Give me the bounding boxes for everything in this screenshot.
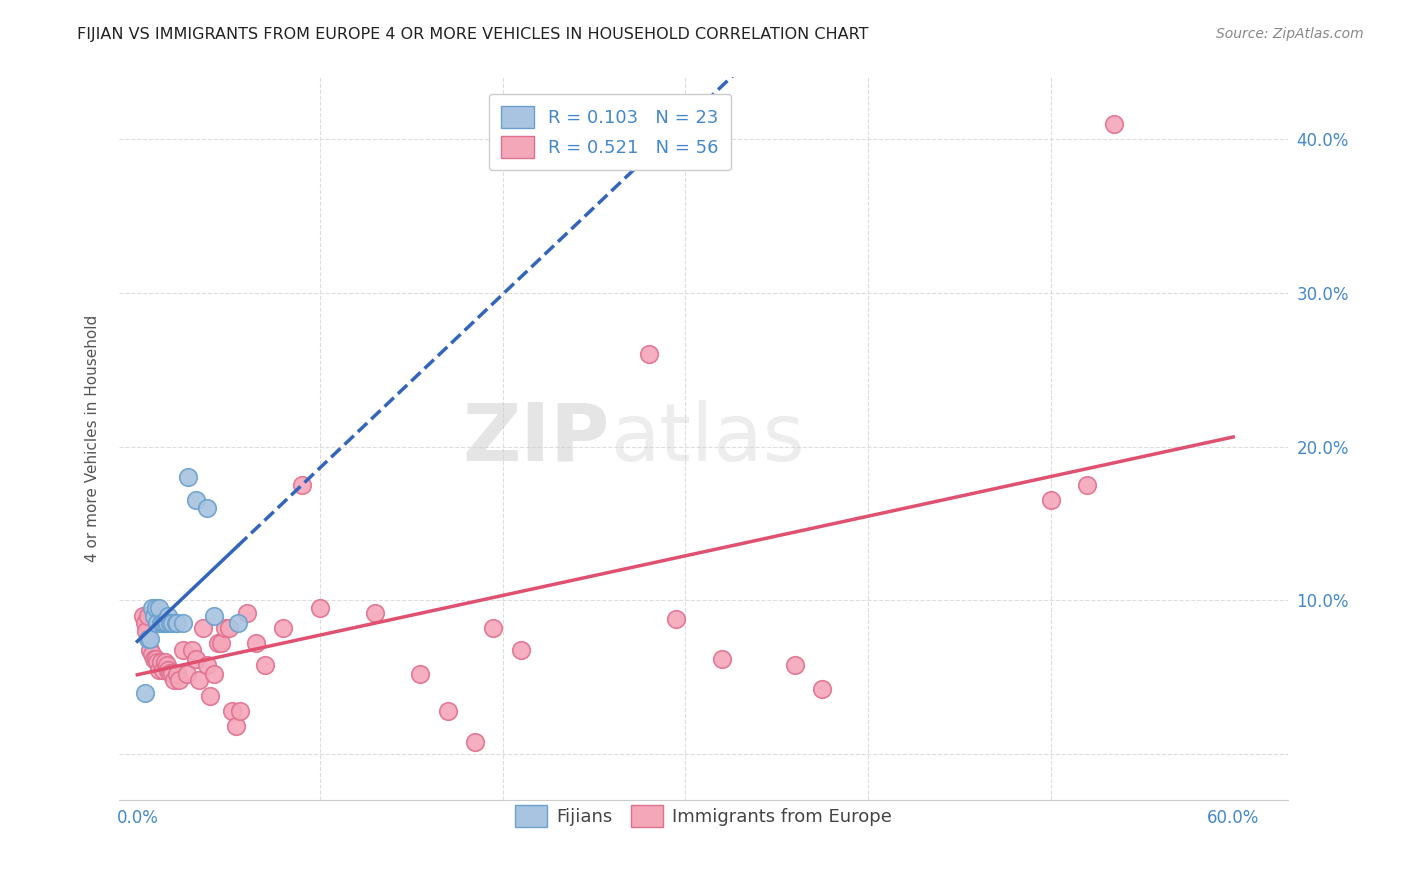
Point [273,621,295,635]
Point [142,651,165,665]
Point [437,704,460,718]
Point [202,608,225,623]
Point [1104,117,1126,131]
Point [195,501,218,516]
Point [226,616,249,631]
Point [141,601,163,615]
Point [146,616,169,631]
Point [150,616,173,631]
Point [160,665,183,680]
Point [409,667,432,681]
Point [195,657,218,672]
Point [153,655,176,669]
Point [155,616,177,631]
Legend: Fijians, Immigrants from Europe: Fijians, Immigrants from Europe [508,798,900,835]
Point [209,636,232,650]
Point [160,616,183,631]
Point [172,642,194,657]
Point [163,673,186,688]
Text: FIJIAN VS IMMIGRANTS FROM EUROPE 4 OR MORE VEHICLES IN HOUSEHOLD CORRELATION CHA: FIJIAN VS IMMIGRANTS FROM EUROPE 4 OR MO… [77,27,869,42]
Point [166,667,188,681]
Point [191,621,214,635]
Point [136,632,159,646]
Point [188,673,211,688]
Point [291,478,314,492]
Point [153,616,176,631]
Point [139,642,162,657]
Point [155,657,177,672]
Point [177,470,200,484]
Point [166,616,188,631]
Point [134,616,156,631]
Point [228,704,250,718]
Point [150,655,173,669]
Point [152,616,174,631]
Point [207,636,229,650]
Point [142,608,165,623]
Text: atlas: atlas [610,400,804,478]
Point [218,621,240,635]
Point [202,667,225,681]
Text: Source: ZipAtlas.com: Source: ZipAtlas.com [1216,27,1364,41]
Point [148,601,170,615]
Point [811,682,834,697]
Point [184,651,207,665]
Point [157,608,180,623]
Point [181,642,204,657]
Point [783,657,806,672]
Point [710,651,733,665]
Point [135,624,157,638]
Point [245,636,267,650]
Point [225,719,247,733]
Point [145,651,167,665]
Y-axis label: 4 or more Vehicles in Household: 4 or more Vehicles in Household [86,315,100,563]
Point [139,632,162,646]
Point [214,621,236,635]
Point [176,667,198,681]
Point [157,663,180,677]
Point [254,657,277,672]
Point [152,663,174,677]
Point [169,673,191,688]
Point [200,689,222,703]
Point [236,606,259,620]
Point [221,704,243,718]
Point [165,616,187,631]
Point [1076,478,1098,492]
Point [159,665,181,680]
Point [482,621,505,635]
Point [136,608,159,623]
Point [148,663,170,677]
Point [364,606,387,620]
Point [184,493,207,508]
Point [141,647,163,661]
Point [509,642,531,657]
Point [1039,493,1062,508]
Point [665,612,688,626]
Text: ZIP: ZIP [463,400,610,478]
Point [637,347,659,361]
Point [146,655,169,669]
Point [132,608,155,623]
Point [159,616,181,631]
Point [309,601,332,615]
Point [145,601,167,615]
Point [172,616,194,631]
Point [134,685,156,699]
Point [464,735,486,749]
